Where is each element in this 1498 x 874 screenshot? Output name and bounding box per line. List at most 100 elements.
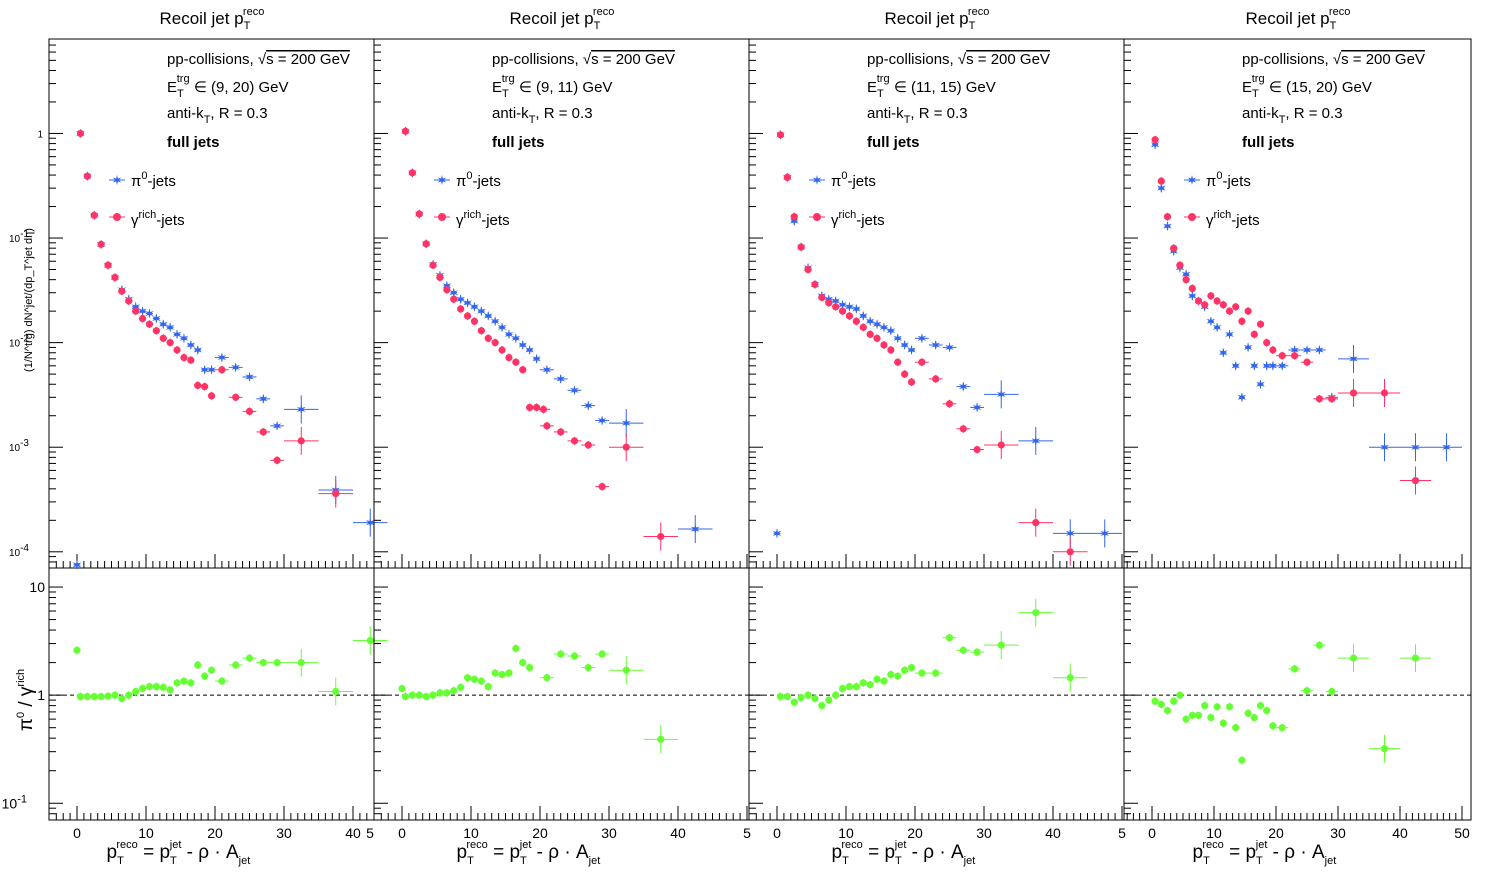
pi0-point xyxy=(1315,345,1324,356)
annotation-collision: pp-collisions, √s = 200 GeV xyxy=(492,51,675,68)
gamma-point xyxy=(1201,301,1209,309)
ratio-plot-frame xyxy=(48,567,375,821)
x-tick-label: 20 xyxy=(207,825,223,841)
ratio-point xyxy=(1250,713,1258,722)
gamma-point xyxy=(1291,352,1299,360)
pi0-point xyxy=(900,339,909,350)
ratio-point xyxy=(76,692,85,701)
panel-3: Recoil jet pTreco 0 10 20 30 40 5 pp-collisions… xyxy=(748,6,1126,867)
pi0-point xyxy=(1442,442,1451,453)
x-tick-label: 30 xyxy=(976,825,992,841)
pi0-point xyxy=(1262,360,1272,371)
gamma-point xyxy=(498,346,506,354)
gamma-point xyxy=(1207,292,1215,300)
gamma-point xyxy=(138,314,147,323)
annotation-algorithm: anti-kT, R = 0.3 xyxy=(492,105,593,126)
gamma-point xyxy=(90,211,98,219)
y-tick-label-top: 10-4 xyxy=(9,543,29,559)
gamma-point xyxy=(463,312,472,320)
annotation-trigger: ETtrg ∈ (11, 15) GeV xyxy=(867,73,996,100)
ratio-point xyxy=(932,669,940,677)
ratio-point xyxy=(450,687,458,695)
ratio-point xyxy=(657,735,665,743)
panel-title: Recoil jet pTreco xyxy=(510,6,615,32)
ratio-point xyxy=(104,692,112,700)
ratio-point xyxy=(118,694,126,703)
gamma-point xyxy=(457,305,465,313)
pi0-point xyxy=(1231,360,1241,371)
pi0-point xyxy=(972,402,982,413)
ratio-point xyxy=(1213,703,1221,711)
pi0-point xyxy=(245,371,254,382)
panel-title: Recoil jet pTreco xyxy=(1246,6,1351,32)
ratio-point xyxy=(1328,687,1336,696)
ratio-point xyxy=(825,696,833,704)
gamma-point xyxy=(1411,476,1420,485)
y-tick-label-bottom: 1 xyxy=(37,687,45,703)
gamma-point xyxy=(811,280,819,289)
x-tick-label: 30 xyxy=(1330,825,1346,841)
ratio-point xyxy=(1263,706,1271,715)
pi0-point xyxy=(583,400,593,411)
x-tick-label: 10 xyxy=(838,825,854,841)
x-tick-label: 10 xyxy=(138,825,154,841)
x-tick-label: 40 xyxy=(345,825,361,841)
gamma-point xyxy=(657,532,665,541)
pi0-point xyxy=(272,420,282,431)
ratio-point xyxy=(1188,711,1196,719)
gamma-point xyxy=(622,443,630,451)
pi0-point xyxy=(1156,183,1166,194)
pi0-point xyxy=(1277,360,1287,371)
ratio-point xyxy=(1066,674,1074,682)
x-tick-label: 5 xyxy=(1118,825,1126,841)
pi0-point xyxy=(470,301,479,312)
pi0-point xyxy=(945,342,954,353)
gamma-point xyxy=(1170,244,1178,252)
y-tick-label-top: 1 xyxy=(37,129,43,140)
gamma-point xyxy=(1380,389,1389,397)
ratio-point xyxy=(401,692,410,701)
gamma-point xyxy=(845,312,854,320)
gamma-point xyxy=(422,240,430,248)
gamma-point xyxy=(894,358,902,366)
panel-1: Recoil jet pTreco 0 10 20 30 40 5 1 10-1 10-2 10-3… xyxy=(2,6,388,867)
x-tick-label: 10 xyxy=(463,825,479,841)
gamma-point xyxy=(145,320,154,328)
ratio-point xyxy=(783,692,791,701)
ratio-point xyxy=(83,692,91,701)
ratio-point xyxy=(1182,715,1190,723)
ratio-point xyxy=(1380,745,1389,753)
ratio-point xyxy=(152,682,160,691)
pi0-point xyxy=(258,393,268,404)
y-tick-label-bottom: 10 xyxy=(29,579,45,595)
x-tick-label: 10 xyxy=(1206,825,1222,841)
ratio-point xyxy=(1225,703,1234,711)
gamma-point xyxy=(470,317,479,325)
ratio-point xyxy=(245,654,254,662)
ratio-point xyxy=(1219,719,1227,727)
ratio-point xyxy=(1315,641,1323,649)
pi0-point xyxy=(845,301,854,312)
gamma-point xyxy=(484,334,492,342)
pi0-point xyxy=(449,287,459,298)
ratio-point xyxy=(187,679,195,687)
ratio-plot-frame xyxy=(1123,567,1472,821)
gamma-point xyxy=(997,441,1005,449)
ratio-point xyxy=(959,646,967,654)
x-tick-label: 0 xyxy=(773,825,781,841)
gamma-point xyxy=(1315,395,1323,403)
gamma-point xyxy=(232,393,240,401)
gamma-point xyxy=(273,456,281,464)
pi0-point xyxy=(456,294,465,305)
ratio-point xyxy=(194,661,202,669)
ratio-point xyxy=(398,684,406,693)
x-axis-label: pTreco = pTjet - ρ · Ajet xyxy=(107,839,251,867)
gamma-point xyxy=(973,445,981,454)
panel-title: Recoil jet pTreco xyxy=(160,6,265,32)
pi0-point xyxy=(477,306,486,317)
gamma-point xyxy=(1349,389,1358,397)
ratio-point xyxy=(1176,691,1184,699)
pi0-point xyxy=(463,297,472,308)
annotation-trigger: ETtrg ∈ (15, 20) GeV xyxy=(1242,73,1372,100)
